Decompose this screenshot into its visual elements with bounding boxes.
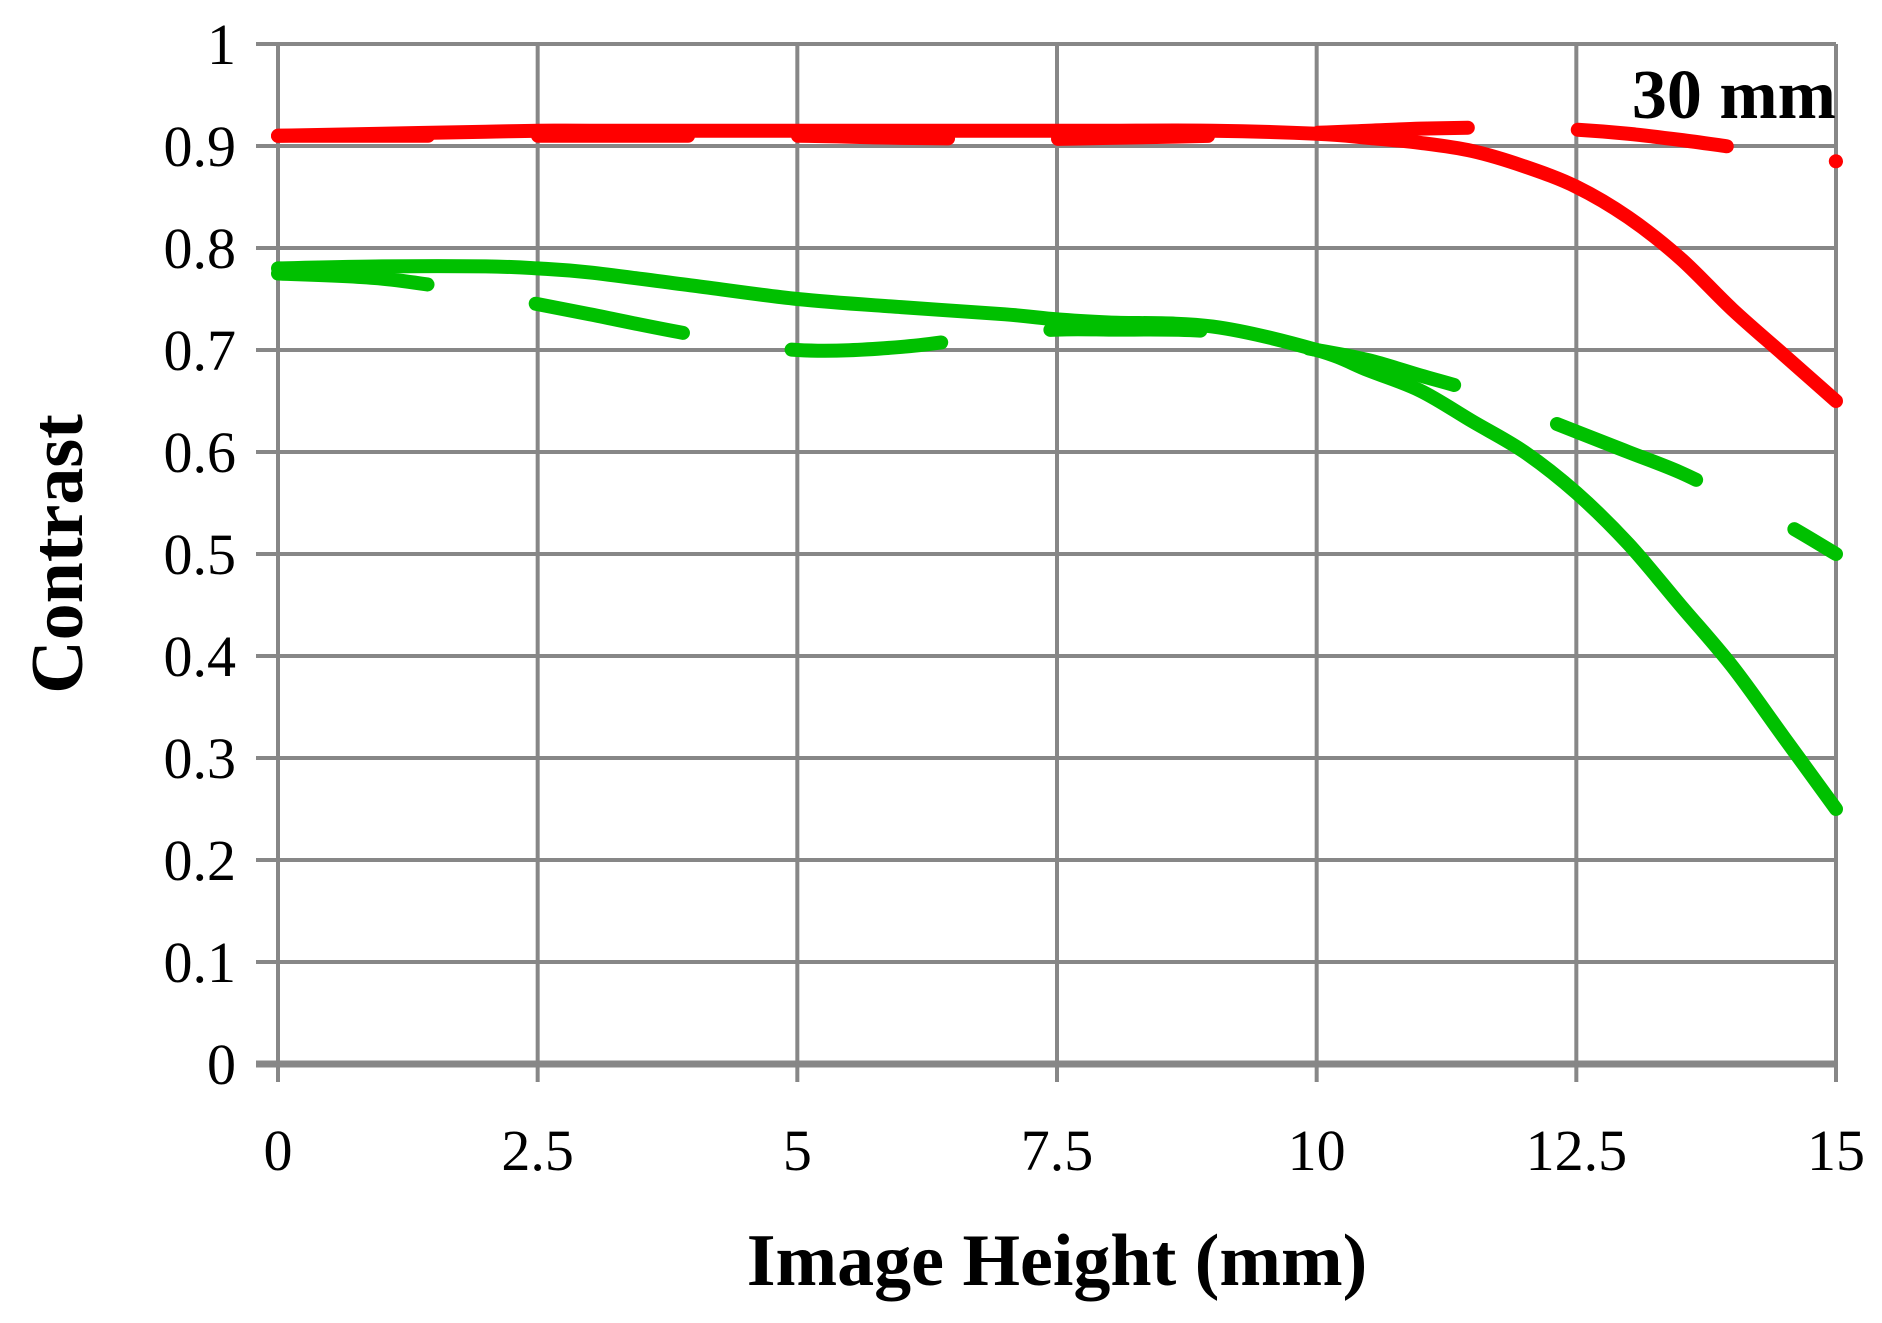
x-tick-label: 2.5 [501,1118,574,1183]
y-tick-label: 0.7 [164,318,237,383]
x-tick-label: 12.5 [1526,1118,1628,1183]
x-tick-label: 10 [1288,1118,1346,1183]
y-axis-title: Contrast [17,414,99,694]
series-red-dashed [271,120,1843,169]
y-tick-label: 0.1 [164,930,237,995]
y-tick-label: 0 [207,1032,236,1097]
x-tick-label: 7.5 [1021,1118,1094,1183]
y-tick-label: 0.3 [164,726,237,791]
x-axis-title: Image Height (mm) [747,1220,1368,1302]
x-tick-label: 15 [1807,1118,1865,1183]
x-tick-label: 0 [264,1118,293,1183]
y-tick-label: 0.5 [164,522,237,587]
y-tick-label: 0.6 [164,420,237,485]
y-tick-label: 0.2 [164,828,237,893]
y-axis-ticks: 0 0.1 0.2 0.3 0.4 0.5 0.6 0.7 0.8 0.9 1 [164,12,237,1097]
data-series [271,120,1843,816]
chart-annotation: 30 mm [1632,57,1836,134]
grid-lines [256,42,1838,1082]
x-axis-ticks: 0 2.5 5 7.5 10 12.5 15 [264,1118,1866,1183]
series-green-dashed [271,266,1843,561]
x-tick-label: 5 [783,1118,812,1183]
y-tick-label: 0.4 [164,624,237,689]
y-tick-label: 0.9 [164,114,237,179]
y-tick-label: 0.8 [164,216,237,281]
y-tick-label: 1 [207,12,236,77]
